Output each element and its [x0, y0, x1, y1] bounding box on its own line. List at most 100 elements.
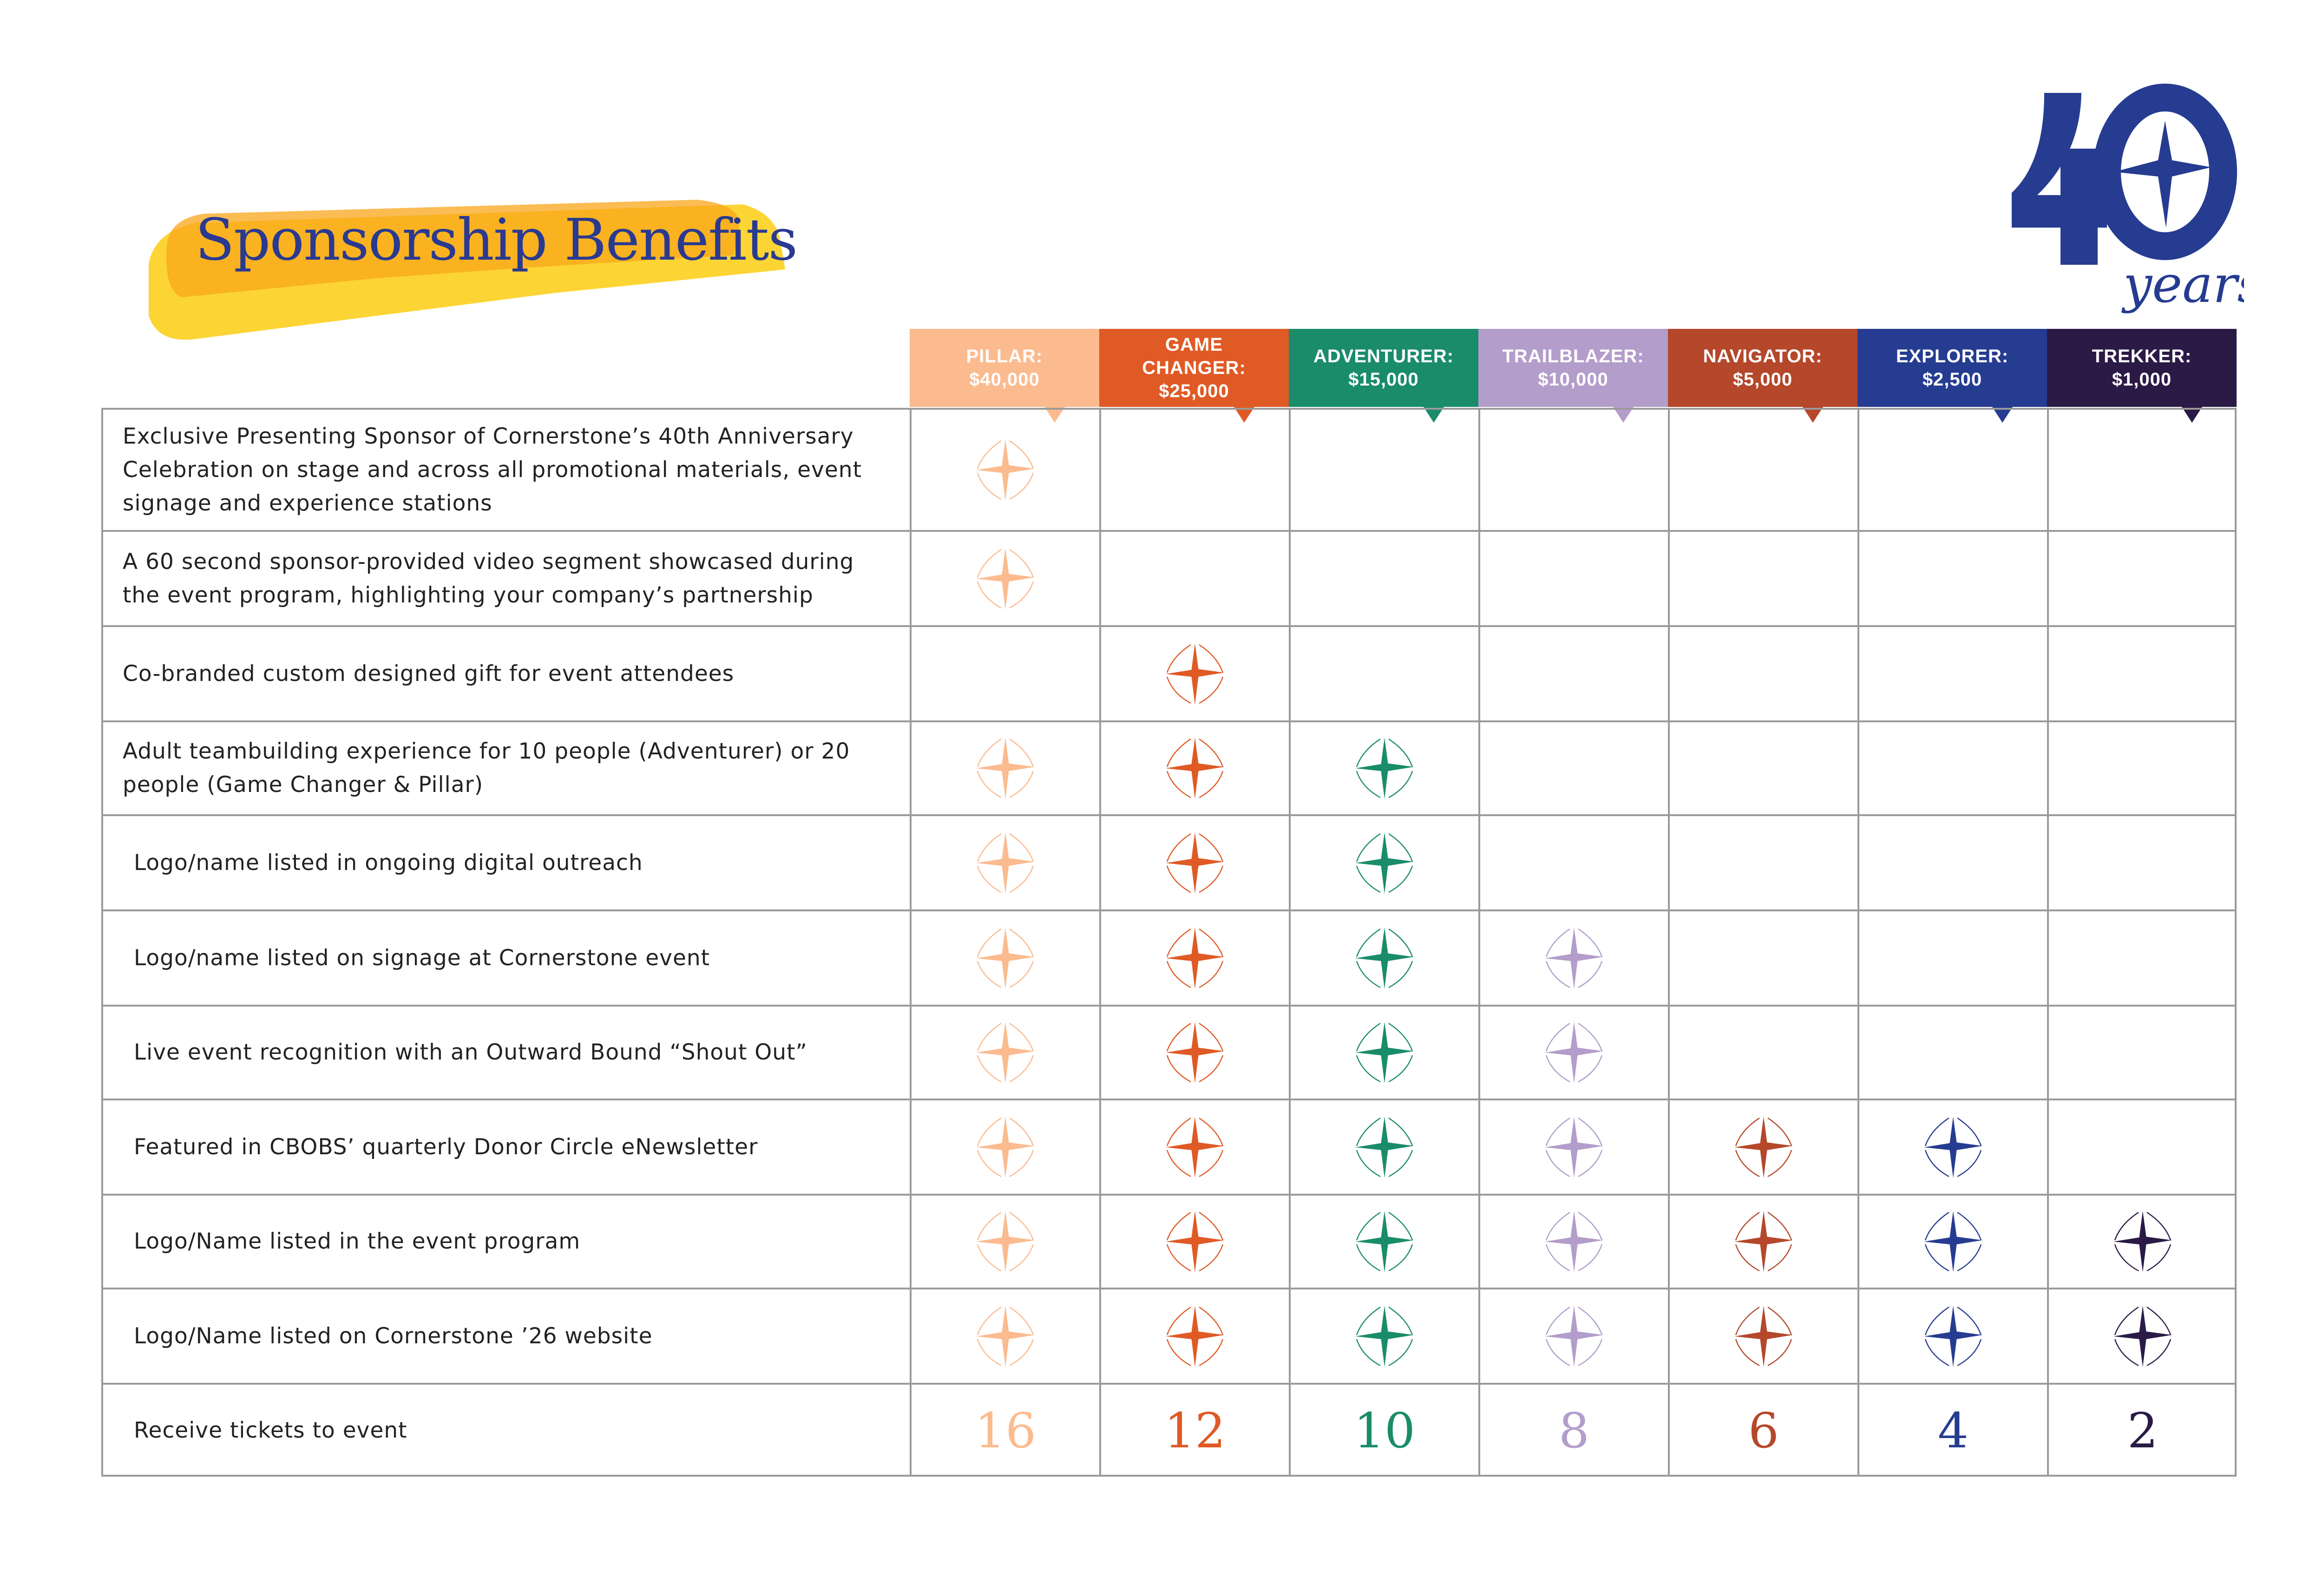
- tier-cell: [1289, 1100, 1478, 1194]
- tier-cell: 6: [1668, 1385, 1857, 1477]
- tier-cell: [1099, 1100, 1289, 1194]
- tier-cell: [1857, 410, 2047, 530]
- tier-cell: [1478, 1289, 1668, 1383]
- tier-cell: [1289, 410, 1478, 530]
- benefit-row: Live event recognition with an Outward B…: [101, 1005, 2237, 1099]
- tier-cell: [2047, 1007, 2237, 1099]
- compass-star-icon: [1734, 1211, 1793, 1272]
- tier-cell: [1857, 1289, 2047, 1383]
- compass-star-icon: [976, 738, 1035, 799]
- ticket-count: 16: [974, 1402, 1037, 1459]
- ticket-count: 6: [1748, 1402, 1779, 1459]
- compass-star-icon: [1924, 1116, 1982, 1178]
- compass-star-icon: [1545, 1305, 1603, 1367]
- compass-star-icon: [1166, 1305, 1224, 1367]
- benefit-row: Logo/name listed on signage at Cornersto…: [101, 909, 2237, 1005]
- compass-star-icon: [1355, 738, 1414, 799]
- compass-star-icon: [1734, 1305, 1793, 1367]
- tier-cell: [1668, 722, 1857, 814]
- tier-cell: [910, 816, 1099, 909]
- tier-name: PILLAR:: [966, 346, 1043, 366]
- tier-cell: [1099, 816, 1289, 909]
- tier-cell: [1668, 1289, 1857, 1383]
- tier-header-adventurer: ADVENTURER: $15,000: [1289, 329, 1478, 407]
- benefit-row: Featured in CBOBS’ quarterly Donor Circl…: [101, 1099, 2237, 1194]
- tier-cell: [1478, 410, 1668, 530]
- tier-cell: [1857, 1007, 2047, 1099]
- tier-cell: [1668, 1100, 1857, 1194]
- compass-star-icon: [1355, 1116, 1414, 1178]
- compass-star-icon: [1924, 1305, 1982, 1367]
- tier-cell: [2047, 816, 2237, 909]
- tier-cell: [1668, 911, 1857, 1005]
- compass-star-icon: [1166, 1022, 1224, 1083]
- benefit-row: Logo/Name listed in the event program: [101, 1194, 2237, 1288]
- compass-star-icon: [1166, 738, 1224, 799]
- tier-cell: [910, 722, 1099, 814]
- compass-star-icon: [1355, 832, 1414, 894]
- tier-header-game-changer: GAME CHANGER: $25,000: [1099, 329, 1289, 407]
- tier-cell: [1857, 627, 2047, 720]
- benefit-label: Featured in CBOBS’ quarterly Donor Circl…: [134, 1134, 758, 1160]
- tier-cell: [1099, 410, 1289, 530]
- compass-star-icon: [1355, 1211, 1414, 1272]
- tier-cell: [1099, 532, 1289, 625]
- tier-cell: [1668, 410, 1857, 530]
- tier-price: $5,000: [1732, 369, 1793, 390]
- tier-cell: [2047, 722, 2237, 814]
- tier-cell: [910, 532, 1099, 625]
- compass-star-icon: [1355, 1022, 1414, 1083]
- tier-cell: [2047, 1196, 2237, 1288]
- compass-star-icon: [1734, 1116, 1793, 1178]
- tier-cell: [1668, 1007, 1857, 1099]
- tier-cell: [910, 911, 1099, 1005]
- tier-price: $10,000: [1538, 369, 1608, 390]
- tier-cell: [910, 1100, 1099, 1194]
- tier-cell: [910, 627, 1099, 720]
- tier-price: $25,000: [1159, 381, 1229, 401]
- tier-price: $15,000: [1348, 369, 1419, 390]
- tier-cell: [1099, 1007, 1289, 1099]
- compass-star-icon: [976, 439, 1035, 501]
- ticket-count: 4: [1937, 1402, 1969, 1459]
- compass-star-icon: [1355, 1305, 1414, 1367]
- compass-star-icon: [2113, 1305, 2172, 1367]
- tier-name: ADVENTURER:: [1313, 346, 1454, 366]
- benefit-row: Logo/name listed in ongoing digital outr…: [101, 814, 2237, 909]
- tier-cell: [1099, 1289, 1289, 1383]
- tier-cell: [1857, 722, 2047, 814]
- tier-cell: [1099, 911, 1289, 1005]
- compass-star-icon: [976, 548, 1035, 609]
- tier-cell: [2047, 532, 2237, 625]
- compass-star-icon: [1166, 832, 1224, 894]
- tier-cell: [2047, 1100, 2237, 1194]
- tier-header-pillar: PILLAR: $40,000: [910, 329, 1099, 407]
- compass-star-icon: [1166, 927, 1224, 989]
- tier-cell: [2047, 627, 2237, 720]
- tier-price: $1,000: [2112, 369, 2172, 390]
- benefit-row: Co-branded custom designed gift for even…: [101, 625, 2237, 720]
- compass-star-icon: [976, 1022, 1035, 1083]
- compass-star-icon: [976, 1116, 1035, 1178]
- tier-cell: [1857, 1196, 2047, 1288]
- benefit-label: Live event recognition with an Outward B…: [134, 1040, 807, 1065]
- benefit-label: Logo/name listed in ongoing digital outr…: [134, 850, 643, 876]
- compass-star-icon: [1924, 1211, 1982, 1272]
- tier-cell: [1289, 1007, 1478, 1099]
- ticket-count: 8: [1558, 1402, 1590, 1459]
- tier-cell: [1478, 532, 1668, 625]
- compass-star-icon: [1166, 1116, 1224, 1178]
- tier-cell: [1289, 722, 1478, 814]
- benefit-label: A 60 second sponsor-provided video segme…: [123, 549, 854, 608]
- benefit-label: Receive tickets to event: [134, 1418, 407, 1443]
- tier-cell: [1099, 722, 1289, 814]
- benefit-label: Co-branded custom designed gift for even…: [123, 661, 735, 687]
- benefit-label: Logo/name listed on signage at Cornersto…: [134, 945, 710, 971]
- compass-star-icon: [976, 1211, 1035, 1272]
- tier-cell: [1289, 911, 1478, 1005]
- tier-name: NAVIGATOR:: [1703, 346, 1823, 366]
- compass-star-icon: [976, 1305, 1035, 1367]
- tier-header-trekker: TREKKER: $1,000: [2047, 329, 2237, 407]
- benefit-label: Logo/Name listed on Cornerstone ’26 webs…: [134, 1323, 653, 1349]
- tier-cell: [1478, 911, 1668, 1005]
